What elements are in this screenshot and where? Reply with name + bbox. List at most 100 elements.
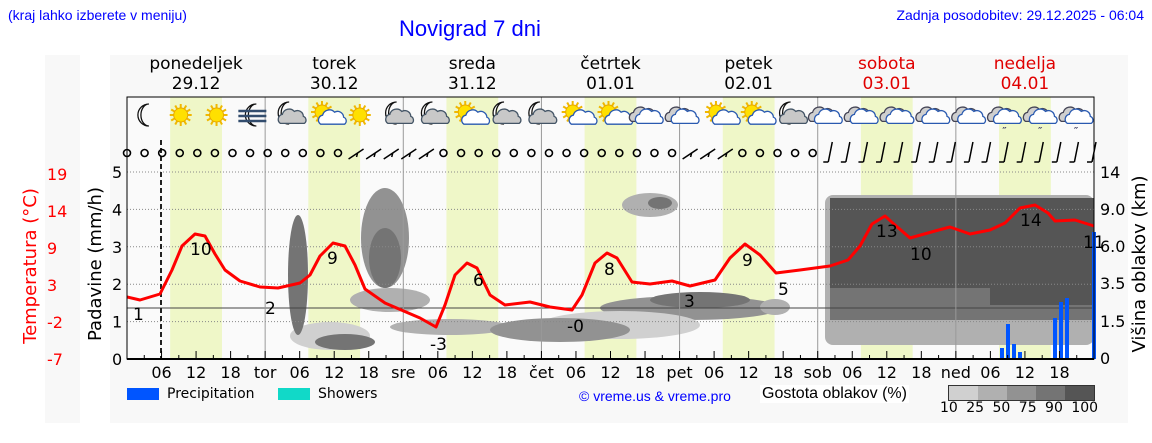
- sun-cloud-icon: [310, 101, 347, 125]
- height-tick: 0: [1100, 349, 1110, 368]
- moon-cloud-icon: [385, 101, 415, 125]
- x-tick: 18: [1049, 363, 1069, 382]
- cloud-icon: [628, 106, 664, 125]
- precip-bar: [1000, 348, 1004, 359]
- precipitation-swatch: [127, 388, 159, 400]
- day-date: 01.01: [586, 74, 635, 94]
- day-date: 31.12: [448, 74, 497, 94]
- legend-precipitation: Precipitation: [127, 386, 255, 402]
- wind-calm-icon: [579, 148, 589, 158]
- wind-calm-icon: [808, 148, 817, 158]
- precip-tick: 2: [112, 275, 122, 294]
- wind-barb-icon: [348, 148, 364, 160]
- cloud-drizzle-icon: ″: [1022, 106, 1058, 137]
- x-tick: tor: [254, 363, 277, 382]
- temp-label: 2: [265, 299, 276, 319]
- height-tick: 1.5: [1100, 312, 1125, 331]
- wind-calm-icon: [439, 148, 448, 158]
- x-tick: pet: [666, 363, 692, 382]
- x-tick: 06: [566, 363, 586, 382]
- x-tick: 18: [635, 363, 655, 382]
- x-tick: 18: [359, 363, 379, 382]
- wind-barb-icon: [400, 148, 417, 160]
- daylight-band: [446, 97, 499, 359]
- cloud-icon: [807, 106, 843, 125]
- wind-barb-icon: [1034, 141, 1044, 163]
- wind-barb-icon: [682, 148, 699, 160]
- daylight-band: [308, 97, 361, 359]
- day-date: 29.12: [172, 74, 221, 94]
- temperature-line: [126, 203, 1095, 329]
- x-tick: 06: [980, 363, 1000, 382]
- wind-calm-icon: [122, 148, 132, 158]
- moon-cloud-icon: [528, 101, 558, 125]
- wind-calm-icon: [298, 148, 308, 158]
- wind-barb-icon: [1087, 141, 1097, 163]
- sun-icon: [169, 104, 192, 126]
- cloud-drizzle-icon: ″: [1058, 106, 1094, 137]
- x-tick: 12: [738, 363, 758, 382]
- wind-barb-icon: [823, 141, 834, 163]
- page-title: Novigrad 7 dni: [399, 16, 541, 41]
- precip-tick: 5: [112, 163, 122, 182]
- precip-axis-label: Padavine (mm/h): [85, 187, 106, 341]
- wind-barb-icon: [911, 141, 921, 163]
- last-update: Zadnja posodobitev: 29.12.2025 - 06:04: [896, 7, 1144, 23]
- x-tick: sob: [804, 363, 832, 382]
- precip-bar: [1006, 324, 1010, 359]
- precip-bar: [1059, 302, 1063, 359]
- x-tick: 06: [428, 363, 448, 382]
- cloud-density-label: Gostota oblakov (%): [760, 385, 909, 403]
- left-axis-panel: [45, 55, 80, 423]
- wind-calm-icon: [544, 148, 554, 158]
- sun-cloud-icon: [597, 101, 634, 125]
- sun-cloud-icon: [561, 101, 598, 125]
- daylight-band: [722, 97, 775, 359]
- temp-tick: 14: [47, 202, 67, 221]
- wind-barb-icon: [893, 141, 904, 163]
- height-axis-label: Višina oblakov (km): [1129, 175, 1150, 352]
- wind-calm-icon: [773, 148, 782, 158]
- moon-icon: [137, 103, 149, 127]
- temp-label: 3: [684, 292, 695, 312]
- x-tick: 12: [462, 363, 482, 382]
- wind-barb-icon: [840, 141, 851, 163]
- wind-calm-icon: [228, 148, 237, 158]
- wind-calm-icon: [245, 148, 255, 158]
- cloud-drizzle-icon: ″: [986, 106, 1022, 137]
- x-tick: 18: [497, 363, 517, 382]
- temp-label: 10: [190, 240, 212, 260]
- wind-calm-icon: [650, 148, 659, 158]
- copyright-link[interactable]: © vreme.us & vreme.pro: [579, 388, 731, 404]
- precip-tick: 1: [112, 313, 122, 332]
- day-name: ponedeljek: [149, 54, 243, 74]
- moon-cloud-icon: [277, 101, 307, 125]
- wind-calm-icon: [456, 148, 466, 158]
- wind-barb-icon: [963, 141, 974, 163]
- moon-cloud-icon: [420, 101, 450, 125]
- wind-calm-icon: [193, 148, 202, 158]
- x-tick: ned: [941, 363, 971, 382]
- day-name: torek: [312, 54, 356, 74]
- cloud-density-scale-labels: 10 25 50 75 90 100: [940, 400, 1099, 416]
- sun-cloud-icon: [704, 101, 741, 125]
- height-tick: 6.0: [1100, 237, 1125, 256]
- day-date: 02.01: [724, 74, 773, 94]
- wind-barb-icon: [418, 148, 435, 160]
- wind-calm-icon: [614, 148, 624, 158]
- wind-calm-icon: [316, 148, 325, 158]
- temp-label: 8: [604, 260, 615, 280]
- svg-text:″: ″: [1038, 126, 1043, 137]
- wind-barb-icon: [999, 141, 1009, 163]
- wind-barb-icon: [699, 148, 716, 160]
- wind-barb-icon: [365, 148, 382, 160]
- cloud-icon: [915, 106, 951, 125]
- temp-label: 6: [473, 271, 484, 291]
- wind-barb-icon: [717, 148, 734, 160]
- daylight-band: [170, 97, 222, 359]
- temp-label: -3: [430, 335, 447, 355]
- wind-calm-icon: [175, 148, 185, 158]
- day-name: petek: [725, 54, 773, 74]
- svg-text:″: ″: [1074, 126, 1079, 137]
